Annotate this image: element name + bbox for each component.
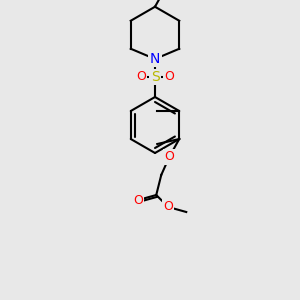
Text: O: O <box>136 70 146 83</box>
Text: S: S <box>151 70 159 84</box>
Text: N: N <box>150 52 160 66</box>
Text: O: O <box>133 194 143 206</box>
Text: O: O <box>164 151 174 164</box>
Text: O: O <box>163 200 173 214</box>
Text: O: O <box>164 70 174 83</box>
